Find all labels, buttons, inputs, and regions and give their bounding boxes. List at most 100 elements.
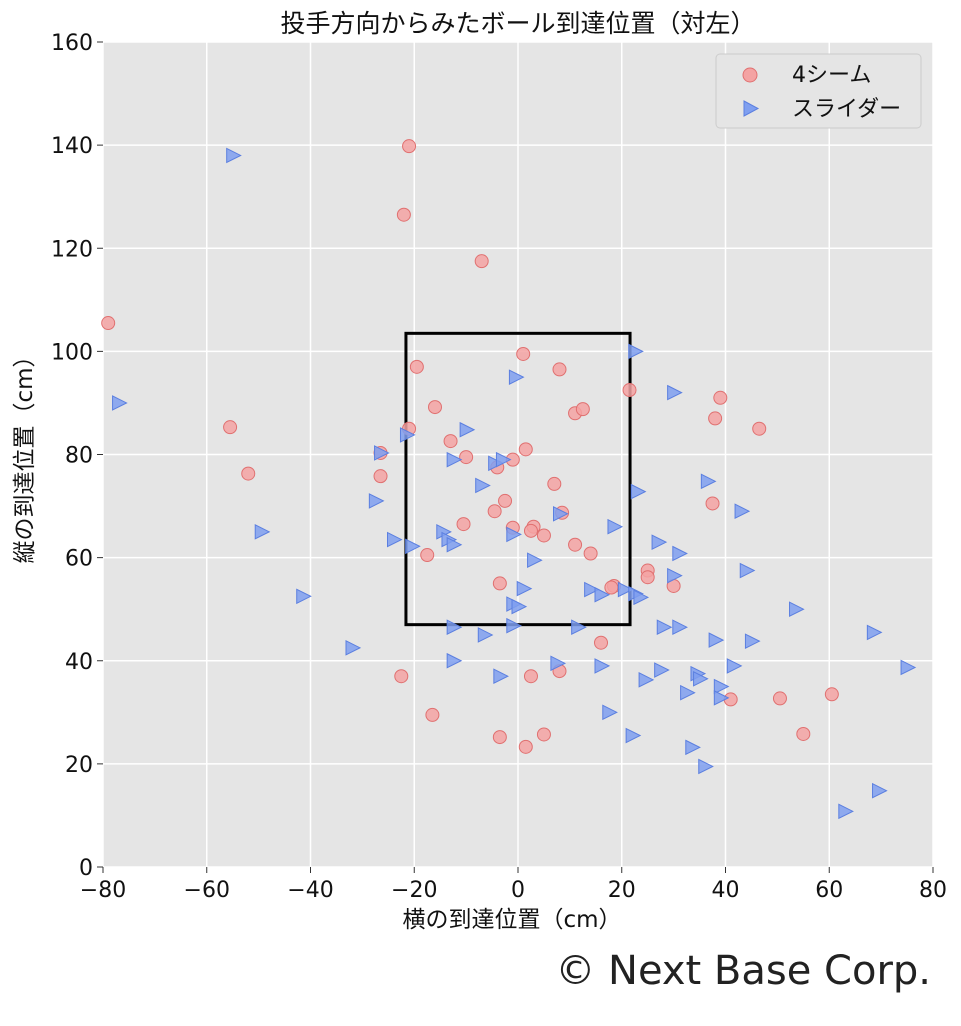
point-slider <box>744 633 761 649</box>
point-4seam <box>223 420 238 435</box>
x-tick-label: 0 <box>511 878 525 903</box>
point-4seam <box>622 383 637 398</box>
point-4seam <box>547 476 562 491</box>
point-4seam <box>492 730 507 745</box>
y-axis-label: 縦の到達位置（cm） <box>12 344 38 563</box>
point-slider <box>527 552 543 569</box>
point-slider <box>607 518 624 535</box>
point-4seam <box>373 469 388 484</box>
x-tick-label: 60 <box>815 878 843 903</box>
point-slider <box>571 619 587 636</box>
point-slider <box>900 659 917 676</box>
copyright-text: © Next Base Corp. <box>555 948 931 994</box>
point-4seam <box>101 316 116 331</box>
point-slider <box>475 477 491 494</box>
point-4seam <box>713 390 728 405</box>
data-points <box>101 139 917 820</box>
point-slider <box>726 658 743 674</box>
x-tick-label: 20 <box>608 878 636 903</box>
point-slider <box>488 455 504 472</box>
point-slider <box>446 451 463 468</box>
point-4seam <box>492 576 507 591</box>
y-tick-label: 0 <box>79 856 93 881</box>
point-slider <box>638 672 655 688</box>
legend-label-4seam: 4シーム <box>792 63 871 88</box>
y-tick-label: 60 <box>65 547 93 572</box>
point-slider <box>602 704 618 721</box>
point-4seam <box>420 548 435 563</box>
point-4seam <box>518 739 533 754</box>
point-4seam <box>523 523 538 538</box>
point-slider <box>506 617 522 634</box>
point-slider <box>625 727 642 744</box>
point-4seam <box>425 707 440 722</box>
point-slider <box>872 782 888 799</box>
point-slider <box>651 534 668 550</box>
point-4seam <box>498 493 513 508</box>
point-4seam <box>536 528 551 543</box>
point-4seam <box>536 727 551 742</box>
point-slider <box>630 483 647 500</box>
legend-box <box>715 53 922 129</box>
point-slider <box>667 384 683 401</box>
point-4seam <box>604 580 619 595</box>
point-4seam <box>796 726 811 741</box>
point-slider <box>700 473 717 490</box>
point-slider <box>399 427 416 443</box>
point-slider <box>387 531 403 548</box>
point-slider <box>553 505 569 522</box>
y-tick-label: 20 <box>65 753 93 778</box>
point-slider <box>550 655 567 672</box>
point-slider <box>508 369 525 385</box>
point-slider <box>594 586 611 603</box>
point-4seam <box>428 400 442 415</box>
point-4seam <box>459 450 474 465</box>
point-4seam <box>456 517 471 532</box>
point-slider <box>516 580 533 597</box>
point-slider <box>506 526 522 543</box>
x-tick-label: −20 <box>391 878 437 903</box>
point-slider <box>296 588 312 605</box>
point-slider <box>628 343 644 360</box>
y-tick-label: 100 <box>51 340 93 365</box>
legend-marker-4seam <box>742 67 758 83</box>
legend-marker-slider <box>743 100 760 117</box>
point-slider <box>713 690 730 706</box>
x-tick-label: −60 <box>184 878 230 903</box>
point-slider <box>739 562 756 579</box>
x-axis-label: 横の到達位置（cm） <box>402 907 621 933</box>
x-tick-label: −40 <box>287 878 333 903</box>
point-4seam <box>487 504 502 519</box>
point-4seam <box>518 442 533 457</box>
point-slider <box>374 445 390 461</box>
point-4seam <box>575 402 590 417</box>
point-4seam <box>705 496 720 511</box>
point-slider <box>656 619 673 636</box>
point-slider <box>672 619 688 636</box>
point-slider <box>789 601 805 617</box>
point-slider <box>368 493 385 509</box>
point-slider <box>633 589 650 606</box>
point-slider <box>734 503 751 520</box>
legend: 4シーム スライダー <box>715 53 922 129</box>
point-slider <box>713 678 730 695</box>
point-4seam <box>824 687 839 702</box>
point-slider <box>477 627 494 643</box>
point-slider <box>708 632 725 648</box>
point-slider <box>667 567 683 584</box>
point-slider <box>446 536 463 553</box>
point-4seam <box>241 466 256 481</box>
x-tick-label: −80 <box>80 878 126 903</box>
point-4seam <box>474 254 489 269</box>
y-tick-label: 120 <box>51 237 93 262</box>
y-tick-label: 160 <box>51 31 93 56</box>
x-tick-label: 80 <box>919 878 947 903</box>
chart-title: 投手方向からみたボール到達位置（対左） <box>280 9 755 38</box>
point-4seam <box>394 669 409 684</box>
legend-label-slider: スライダー <box>792 97 901 122</box>
point-slider <box>866 624 883 641</box>
point-slider <box>495 451 512 468</box>
point-slider <box>594 658 611 674</box>
point-slider <box>685 739 701 756</box>
